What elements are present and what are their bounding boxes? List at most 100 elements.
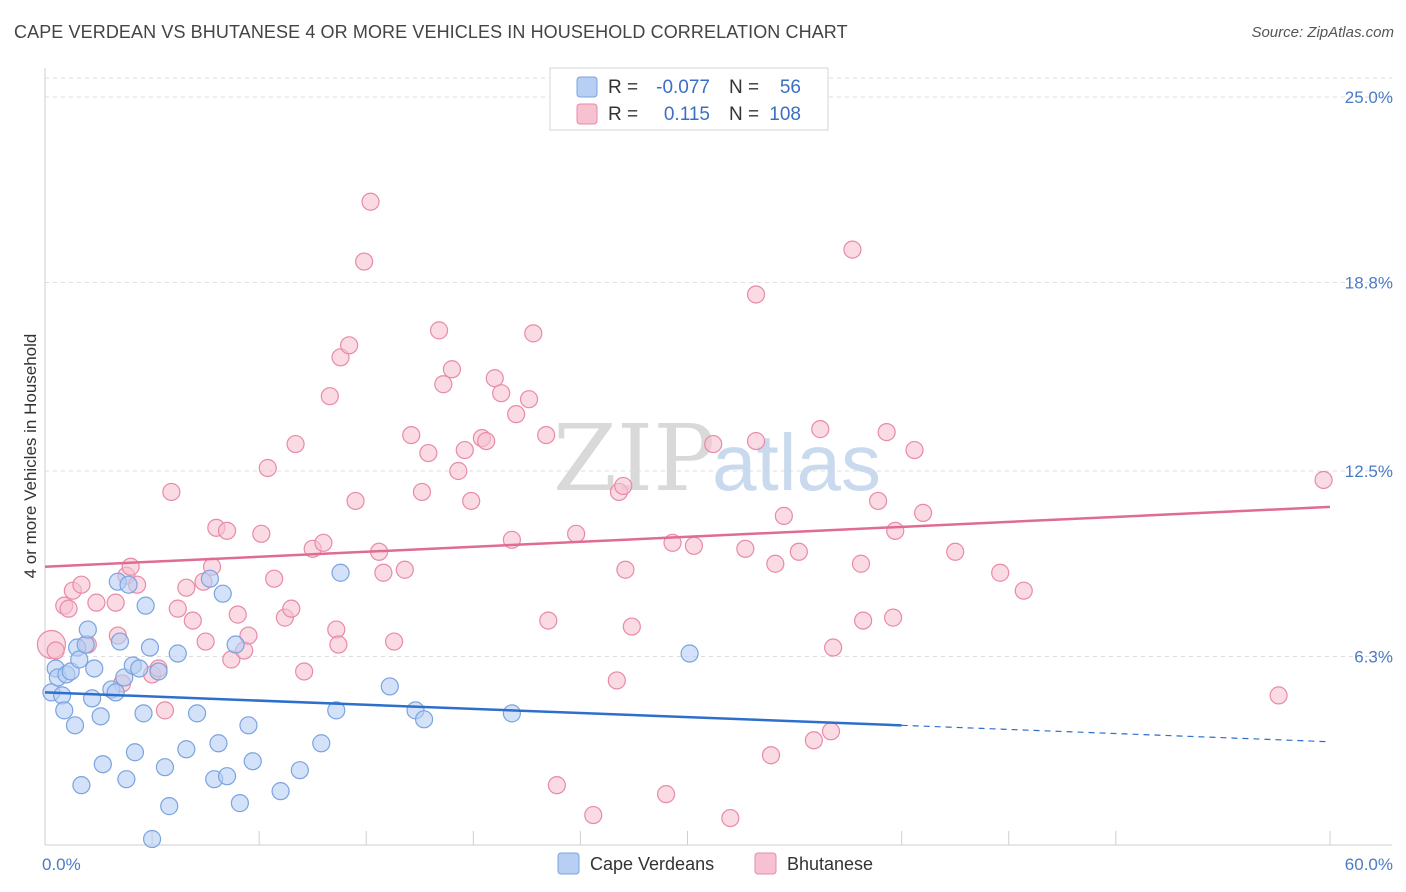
cape-verdean-point xyxy=(83,689,102,708)
bhutanese-point xyxy=(704,434,723,454)
x-axis-ticks xyxy=(44,831,1331,845)
cape-verdean-point xyxy=(140,638,160,657)
bhutanese-point xyxy=(346,491,365,511)
cape-verdean-trend-line xyxy=(44,691,902,727)
cape-verdean-point xyxy=(160,797,179,816)
x-tick-label-min: 0.0% xyxy=(42,855,81,874)
series-legend: Cape Verdeans Bhutanese xyxy=(557,852,873,875)
cape-verdean-point xyxy=(136,596,155,615)
bhutanese-point xyxy=(746,431,766,451)
cape-verdean-point xyxy=(290,761,309,780)
bhutanese-point xyxy=(824,638,843,657)
cape-verdean-point xyxy=(85,659,104,678)
bhutanese-point xyxy=(217,521,237,540)
cape-verdean-point xyxy=(200,569,220,588)
bhutanese-point xyxy=(746,285,766,304)
cape-verdean-point xyxy=(502,704,521,723)
bhutanese-point xyxy=(854,611,873,630)
cape-verdean-point xyxy=(217,767,237,786)
cape-verdean-point xyxy=(53,686,72,705)
bhutanese-point xyxy=(395,560,414,579)
y-axis-label: 4 or more Vehicles in Household xyxy=(21,334,40,579)
bhutanese-point xyxy=(121,557,140,576)
cape-verdean-point xyxy=(117,770,136,789)
bhutanese-point xyxy=(429,321,449,340)
legend-r-label-blue: R = xyxy=(608,77,638,98)
bhutanese-point xyxy=(265,569,284,588)
cape-verdean-point xyxy=(312,734,331,753)
bhutanese-point xyxy=(547,776,566,795)
bottom-legend-label-cape-verdeans: Cape Verdeans xyxy=(590,854,714,874)
cape-verdean-point xyxy=(72,776,91,795)
cape-verdean-point xyxy=(142,829,162,849)
bhutanese-point xyxy=(355,252,374,271)
cape-verdean-point xyxy=(271,782,290,801)
bhutanese-point xyxy=(811,420,830,439)
cape-verdean-point xyxy=(76,635,95,654)
bhutanese-point xyxy=(477,431,496,451)
bhutanese-point xyxy=(789,542,808,561)
bhutanese-point xyxy=(1014,581,1033,600)
cape-verdean-point xyxy=(187,704,207,723)
bhutanese-point xyxy=(507,405,526,424)
bottom-legend-swatch-blue xyxy=(557,852,580,875)
legend-n-label-pink: N = xyxy=(729,104,759,125)
bhutanese-point xyxy=(804,731,823,750)
cape-verdean-point xyxy=(331,563,350,582)
bhutanese-point xyxy=(162,482,181,502)
bhutanese-point xyxy=(155,701,175,720)
cape-verdean-point xyxy=(134,704,153,723)
bhutanese-point xyxy=(721,808,740,828)
bhutanese-point xyxy=(46,641,65,660)
bhutanese-point xyxy=(196,632,215,651)
cape-verdean-point xyxy=(680,644,699,663)
bhutanese-point xyxy=(843,240,862,259)
bhutanese-point xyxy=(286,434,305,454)
correlation-legend: R = -0.077 N = 56 R = 0.115 N = 108 xyxy=(549,67,829,131)
bhutanese-point xyxy=(684,536,704,555)
bhutanese-point xyxy=(228,605,247,624)
chart-title: CAPE VERDEAN VS BHUTANESE 4 OR MORE VEHI… xyxy=(14,22,848,42)
cape-verdean-point xyxy=(110,632,130,651)
y-tick-label: 6.3% xyxy=(1354,648,1393,667)
bhutanese-point xyxy=(462,491,481,511)
cape-verdean-point xyxy=(155,758,175,777)
bhutanese-point xyxy=(883,608,903,627)
bhutanese-point xyxy=(567,524,586,543)
bhutanese-trend-line xyxy=(44,505,1331,568)
bhutanese-point xyxy=(886,521,905,540)
bhutanese-point xyxy=(177,578,196,597)
source-credit: Source: ZipAtlas.com xyxy=(1251,24,1394,41)
bhutanese-point xyxy=(736,539,755,558)
bhutanese-point xyxy=(106,593,125,612)
bhutanese-point xyxy=(239,626,258,645)
bhutanese-point xyxy=(384,632,404,651)
x-tick-label-max: 60.0% xyxy=(1345,855,1393,874)
bhutanese-point xyxy=(320,387,339,406)
cape-verdean-point xyxy=(106,683,125,702)
bhutanese-point xyxy=(622,617,641,636)
cape-verdean-point xyxy=(414,710,434,729)
bhutanese-point xyxy=(183,611,202,630)
bhutanese-point xyxy=(851,554,871,573)
legend-r-value-pink: 0.115 xyxy=(664,104,710,125)
bhutanese-point xyxy=(442,360,462,379)
bhutanese-point xyxy=(314,533,333,552)
bottom-legend-label-bhutanese: Bhutanese xyxy=(787,854,873,874)
cape-verdean-point xyxy=(65,716,85,735)
cape-verdean-point xyxy=(130,659,149,678)
bhutanese-point xyxy=(991,563,1010,582)
cape-verdean-point xyxy=(119,575,138,594)
bhutanese-point xyxy=(656,785,676,804)
bhutanese-point xyxy=(614,476,633,496)
bhutanese-point xyxy=(361,192,380,211)
bhutanese-point xyxy=(524,324,543,343)
bhutanese-point xyxy=(402,425,421,445)
bhutanese-point xyxy=(87,593,106,612)
bhutanese-point xyxy=(492,384,511,403)
cape-verdean-point xyxy=(327,701,346,720)
bhutanese-point xyxy=(282,599,301,618)
bhutanese-point xyxy=(252,524,271,543)
bhutanese-point xyxy=(258,458,277,478)
